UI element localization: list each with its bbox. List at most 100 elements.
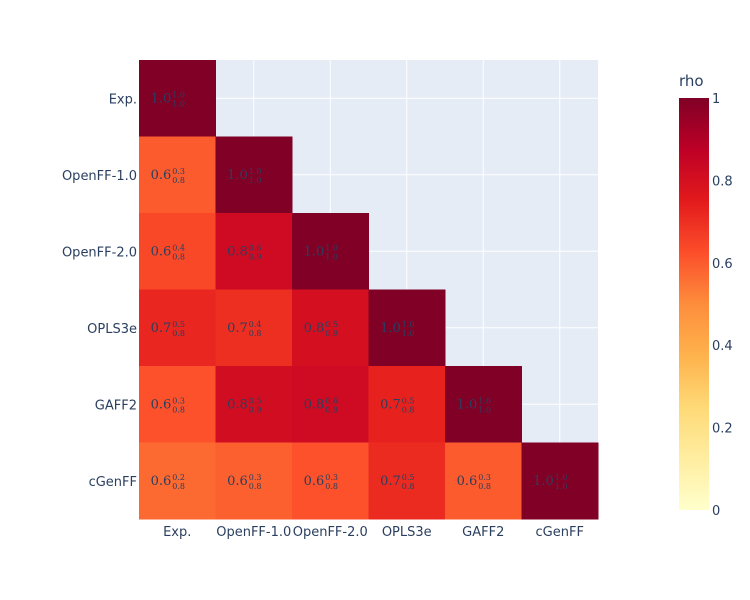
- cell-value-label: 0.8: [304, 397, 325, 412]
- heatmap-cell: [139, 289, 216, 367]
- heatmap-cell: [292, 213, 369, 290]
- cell-value-label: 1.0: [380, 321, 401, 336]
- heatmap-cell: [521, 442, 599, 520]
- y-tick-label: OpenFF-1.0: [62, 169, 137, 184]
- cell-lower-label: 1.0: [478, 405, 491, 414]
- cell-upper-label: 1.0: [478, 396, 491, 405]
- y-tick-label: OpenFF-2.0: [62, 245, 137, 260]
- heatmap-cell: [368, 289, 446, 367]
- cell-lower-label: 0.8: [249, 329, 262, 338]
- cell-value-label: 0.6: [227, 474, 248, 489]
- heatmap-cell: [292, 442, 369, 520]
- cell-value-label: 0.6: [151, 474, 172, 489]
- cell-lower-label: 0.8: [402, 405, 415, 414]
- heatmap-cell: [368, 442, 446, 520]
- heatmap-cell: [368, 366, 446, 443]
- colorbar-gradient: [679, 98, 709, 510]
- heatmap-cell: [139, 366, 216, 443]
- x-tick-label: OPLS3e: [382, 525, 432, 540]
- cell-upper-label: 0.5: [249, 396, 262, 405]
- cell-value-label: 0.6: [304, 474, 325, 489]
- cell-value-label: 1.0: [304, 244, 325, 259]
- colorbar-tick-label: 0.4: [712, 339, 733, 354]
- cell-lower-label: 1.0: [555, 482, 568, 491]
- cell-value-label: 0.6: [151, 397, 172, 412]
- cell-lower-label: 1.0: [249, 176, 262, 185]
- cell-value-label: 0.8: [227, 397, 248, 412]
- colorbar-tick-label: 0.8: [712, 174, 733, 189]
- x-tick-label: OpenFF-2.0: [293, 525, 368, 540]
- cell-lower-label: 0.9: [249, 405, 262, 414]
- cell-lower-label: 1.0: [402, 329, 415, 338]
- colorbar-tick-label: 0: [712, 504, 720, 519]
- colorbar: rho 0 0.2 0.4 0.6 0.8 1: [679, 72, 733, 519]
- cell-upper-label: 0.4: [172, 243, 185, 252]
- heatmap-cell: [445, 366, 522, 443]
- heatmap-cell: [139, 60, 216, 137]
- cell-value-label: 0.7: [151, 321, 172, 336]
- cell-upper-label: 0.5: [325, 320, 338, 329]
- cell-lower-label: 1.0: [325, 252, 338, 261]
- y-tick-label: GAFF2: [95, 398, 137, 413]
- heatmap-cells: [139, 60, 599, 520]
- cell-lower-label: 0.8: [172, 329, 185, 338]
- x-tick-label: cGenFF: [536, 525, 584, 540]
- cell-upper-label: 0.3: [325, 473, 338, 482]
- cell-upper-label: 0.6: [325, 396, 338, 405]
- heatmap-cell: [215, 289, 293, 367]
- colorbar-tick-label: 0.2: [712, 422, 733, 437]
- cell-upper-label: 0.5: [402, 473, 415, 482]
- heatmap-cell: [215, 366, 293, 443]
- cell-lower-label: 0.8: [249, 482, 262, 491]
- heatmap-cell: [215, 136, 293, 214]
- cell-upper-label: 1.0: [555, 473, 568, 482]
- cell-lower-label: 0.8: [402, 482, 415, 491]
- y-axis-ticks: Exp. OpenFF-1.0 OpenFF-2.0 OPLS3e GAFF2 cGenF…: [62, 92, 137, 490]
- heatmap-cell: [139, 136, 216, 214]
- cell-upper-label: 1.0: [402, 320, 415, 329]
- cell-value-label: 0.6: [151, 168, 172, 183]
- cell-value-label: 0.7: [380, 474, 401, 489]
- cell-upper-label: 0.3: [172, 167, 185, 176]
- cell-lower-label: 0.9: [325, 405, 338, 414]
- heatmap-cell: [215, 442, 293, 520]
- heatmap-cell: [292, 289, 369, 367]
- cell-upper-label: 0.6: [249, 243, 262, 252]
- cell-upper-label: 1.0: [249, 167, 262, 176]
- cell-upper-label: 1.0: [172, 90, 185, 99]
- y-tick-label: Exp.: [109, 92, 137, 107]
- cell-value-label: 0.7: [227, 321, 248, 336]
- cell-upper-label: 0.3: [478, 473, 491, 482]
- x-tick-label: Exp.: [163, 525, 191, 540]
- cell-lower-label: 0.8: [172, 482, 185, 491]
- cell-value-label: 1.0: [457, 397, 478, 412]
- cell-lower-label: 0.8: [172, 405, 185, 414]
- cell-upper-label: 0.2: [172, 473, 185, 482]
- heatmap-cell: [139, 442, 216, 520]
- colorbar-tick-label: 0.6: [712, 257, 733, 272]
- cell-value-label: 0.7: [380, 397, 401, 412]
- x-tick-label: OpenFF-1.0: [216, 525, 291, 540]
- cell-lower-label: 0.9: [249, 252, 262, 261]
- y-tick-label: cGenFF: [89, 475, 137, 490]
- cell-value-label: 1.0: [227, 168, 248, 183]
- cell-lower-label: 0.8: [172, 176, 185, 185]
- cell-upper-label: 0.4: [249, 320, 262, 329]
- cell-value-label: 0.6: [457, 474, 478, 489]
- cell-value-label: 1.0: [533, 474, 554, 489]
- y-tick-label: OPLS3e: [87, 322, 137, 337]
- heatmap-cell: [292, 366, 369, 443]
- cell-upper-label: 0.3: [249, 473, 262, 482]
- cell-upper-label: 1.0: [325, 243, 338, 252]
- cell-value-label: 0.8: [227, 244, 248, 259]
- heatmap-cell: [139, 213, 216, 290]
- cell-labels: 1.0 1.01.00.6 0.30.8 1.0 1.01.00.6 0.40.8 0.8 0…: [151, 90, 568, 491]
- cell-value-label: 0.6: [151, 244, 172, 259]
- heatmap-cell: [215, 213, 293, 290]
- cell-upper-label: 0.3: [172, 396, 185, 405]
- cell-lower-label: 1.0: [172, 99, 185, 108]
- cell-lower-label: 0.8: [172, 252, 185, 261]
- cell-upper-label: 0.5: [402, 396, 415, 405]
- cell-lower-label: 0.8: [478, 482, 491, 491]
